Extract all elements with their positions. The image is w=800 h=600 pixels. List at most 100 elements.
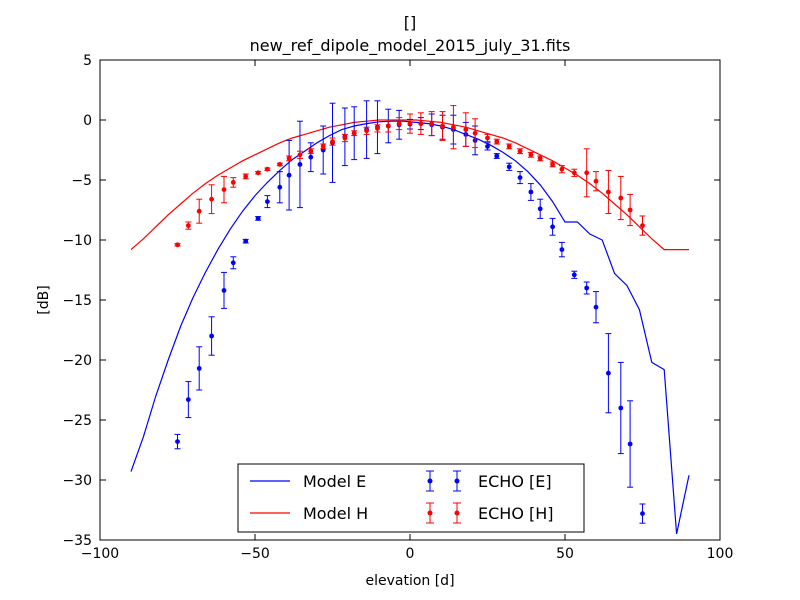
data-marker — [559, 166, 565, 172]
data-marker — [265, 166, 270, 172]
data-point-echo-e — [296, 120, 303, 209]
data-point-echo-h — [439, 111, 446, 141]
data-marker — [330, 139, 335, 145]
data-marker — [485, 144, 490, 149]
y-tick-label: −30 — [62, 473, 92, 489]
data-point-echo-h — [462, 112, 469, 147]
legend: Model E Model H ECHO [E] ECHO [H] — [237, 463, 585, 533]
x-tick-label: −100 — [81, 546, 119, 562]
data-marker — [286, 172, 292, 178]
y-tick-label: 0 — [83, 113, 92, 129]
data-marker — [550, 224, 555, 230]
data-point-echo-h — [264, 166, 271, 172]
data-marker — [517, 175, 523, 181]
data-marker — [342, 135, 348, 141]
legend-swatch-echo-h — [426, 502, 461, 524]
data-point-echo-h — [450, 105, 457, 150]
data-marker — [550, 162, 555, 167]
data-marker — [528, 152, 534, 158]
data-marker — [571, 170, 577, 176]
data-point-echo-h — [242, 173, 249, 180]
data-marker — [506, 144, 512, 149]
data-marker — [506, 164, 512, 170]
data-marker — [618, 405, 624, 411]
data-marker — [451, 124, 456, 130]
legend-label-echo-e: ECHO [E] — [478, 472, 552, 491]
series-echo-e — [174, 100, 646, 524]
data-point-echo-e — [286, 139, 293, 211]
data-marker — [407, 121, 413, 126]
data-point-echo-h — [374, 124, 381, 133]
data-point-echo-h — [428, 111, 435, 137]
data-marker — [494, 153, 500, 159]
data-point-echo-h — [208, 184, 215, 215]
data-point-echo-h — [363, 126, 370, 135]
data-marker — [221, 288, 227, 293]
data-point-echo-h — [307, 148, 314, 155]
legend-box — [237, 463, 585, 533]
data-point-echo-h — [506, 143, 513, 150]
data-marker — [627, 441, 633, 447]
data-point-echo-e — [320, 125, 327, 175]
data-point-echo-h — [185, 221, 192, 230]
data-point-echo-e — [493, 153, 500, 159]
data-marker — [618, 195, 624, 201]
data-marker — [351, 130, 357, 136]
data-marker — [308, 148, 314, 154]
data-point-echo-e — [255, 216, 262, 221]
data-marker — [593, 178, 599, 184]
data-marker — [494, 139, 500, 145]
data-point-echo-e — [208, 316, 215, 356]
data-marker — [418, 121, 424, 126]
data-marker — [320, 144, 326, 149]
x-tick-label: 100 — [707, 546, 734, 562]
data-point-echo-h — [472, 118, 479, 149]
data-point-echo-h — [329, 137, 336, 146]
data-point-echo-h — [320, 143, 327, 150]
data-point-echo-e — [527, 183, 534, 201]
y-tick-label: −35 — [62, 533, 92, 549]
data-point-echo-e — [276, 171, 283, 204]
data-point-echo-e — [617, 361, 624, 455]
data-marker — [537, 156, 543, 161]
plot-frame — [99, 59, 721, 541]
data-marker — [185, 223, 191, 229]
data-point-echo-h — [605, 169, 612, 215]
data-point-echo-h — [385, 119, 392, 133]
data-point-echo-e — [537, 198, 544, 219]
data-point-echo-h — [484, 133, 491, 143]
data-marker — [640, 511, 645, 516]
data-point-echo-h — [627, 193, 634, 227]
data-point-echo-e — [264, 195, 271, 209]
data-point-echo-h — [196, 198, 203, 224]
data-point-echo-e — [627, 400, 634, 488]
data-marker — [221, 187, 227, 193]
data-marker — [364, 128, 369, 134]
data-point-echo-h — [221, 175, 227, 204]
data-marker — [196, 208, 202, 214]
data-marker — [472, 130, 478, 136]
y-tick-label: −5 — [71, 173, 92, 189]
chart-title: [] — [404, 13, 416, 32]
data-marker — [463, 127, 469, 132]
data-point-echo-e — [605, 333, 612, 414]
data-point-echo-h — [230, 177, 237, 188]
data-point-echo-e — [593, 291, 599, 324]
x-axis-label: elevation [d] — [365, 573, 454, 589]
x-tick-label: 0 — [406, 546, 415, 562]
data-point-echo-e — [506, 162, 513, 171]
data-marker — [593, 304, 599, 310]
data-marker — [230, 180, 236, 185]
y-tick-label: 5 — [83, 53, 92, 69]
y-tick-label: −25 — [62, 413, 92, 429]
data-marker — [584, 285, 590, 291]
data-marker — [429, 121, 435, 126]
data-marker — [640, 223, 645, 229]
data-point-echo-e — [174, 433, 181, 450]
data-point-echo-h — [583, 148, 590, 198]
data-marker — [243, 174, 249, 179]
data-marker — [255, 170, 261, 176]
data-point-echo-h — [341, 133, 348, 143]
data-marker — [627, 207, 633, 213]
